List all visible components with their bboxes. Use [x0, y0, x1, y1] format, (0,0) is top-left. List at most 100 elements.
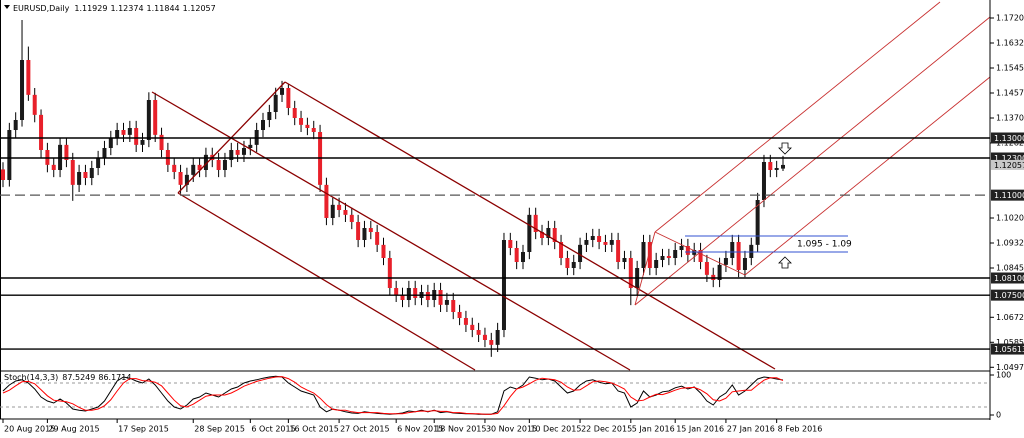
- candle-body: [730, 242, 735, 258]
- candle-body: [280, 88, 285, 95]
- candle-body: [781, 164, 785, 169]
- candle-body: [159, 134, 164, 150]
- candle-body: [337, 204, 342, 210]
- candle-body: [216, 160, 221, 170]
- current-price: 1.12057: [994, 161, 1024, 170]
- channel-line: [634, 231, 656, 306]
- level-label: 1.05613: [994, 345, 1024, 354]
- candle-body: [292, 108, 297, 118]
- candle-body: [514, 248, 519, 262]
- candle-body: [299, 118, 304, 125]
- x-tick-label: 20 Aug 2015: [4, 425, 55, 434]
- symbol: EURUSD,Daily: [13, 4, 70, 13]
- candle-body: [235, 150, 240, 155]
- candle-body: [476, 330, 481, 335]
- candle-body: [616, 240, 621, 262]
- x-tick-label: 16 Oct 2015: [289, 425, 338, 434]
- candle-body: [184, 174, 189, 185]
- candle-body: [70, 160, 75, 185]
- candle-body: [654, 260, 659, 268]
- price-box: [991, 159, 1024, 170]
- candle-body: [229, 150, 234, 160]
- y-tick-label: 1.10200: [996, 214, 1024, 223]
- candle-body: [102, 148, 107, 158]
- y-tick-label: 1.16325: [996, 39, 1024, 48]
- y-tick-label: 1.15450: [996, 64, 1024, 73]
- candle-body: [368, 228, 373, 232]
- candle-body: [89, 168, 94, 178]
- candle-body: [679, 246, 684, 250]
- candle-body: [704, 262, 709, 275]
- candle-body: [330, 204, 335, 218]
- y-tick-label: 1.05850: [996, 338, 1024, 347]
- channel-line: [284, 81, 776, 370]
- candle-body: [121, 130, 126, 135]
- x-tick-label: 17 Sep 2015: [118, 425, 169, 434]
- candle-body: [749, 244, 754, 258]
- candle-body: [768, 162, 773, 170]
- candle-body: [609, 240, 614, 245]
- candle-body: [628, 258, 633, 288]
- level-label: 1.08100: [994, 274, 1024, 283]
- candle-body: [13, 120, 18, 130]
- candle-body: [311, 128, 316, 132]
- candle-body: [134, 128, 139, 145]
- y-tick-label: 1.04975: [996, 363, 1024, 372]
- candle-body: [489, 340, 494, 345]
- x-tick-label: 28 Sep 2015: [194, 425, 245, 434]
- level-label: 1.13000: [994, 134, 1024, 143]
- level-label: 1.12300: [994, 154, 1024, 163]
- candle-body: [508, 240, 513, 248]
- candle-body: [273, 94, 278, 112]
- candle-body: [647, 242, 652, 268]
- candle-body: [571, 262, 576, 268]
- candle-body: [444, 300, 449, 305]
- candle-body: [565, 258, 570, 268]
- last-open: 1.11929: [74, 4, 107, 13]
- candle-body: [590, 236, 595, 240]
- channel-line: [744, 76, 991, 276]
- x-tick-label: 8 Feb 2016: [778, 425, 823, 434]
- level-box: [991, 132, 1024, 144]
- candle-body: [20, 60, 25, 120]
- y-tick-label: 1.08450: [996, 264, 1024, 273]
- x-tick-label: 10 Dec 2015: [530, 425, 581, 434]
- x-tick-label: 27 Jan 2016: [727, 425, 775, 434]
- candle-body: [641, 242, 646, 268]
- candle-body: [584, 240, 589, 245]
- candle-body: [451, 300, 456, 312]
- candle-body: [26, 60, 31, 95]
- level-label: 1.07500: [994, 291, 1024, 300]
- level-box: [991, 272, 1024, 284]
- candle-body: [673, 250, 678, 258]
- stoch-line: [2, 376, 784, 415]
- x-tick-label: 6 Oct 2015: [251, 425, 295, 434]
- candle-body: [241, 148, 246, 155]
- x-tick-label: 27 Oct 2015: [340, 425, 389, 434]
- last-high: 1.12374: [110, 4, 143, 13]
- candle-body: [191, 164, 196, 175]
- indicator-title: Stoch(14,3,3): [4, 373, 58, 382]
- candle-body: [324, 184, 329, 218]
- candle-body: [438, 290, 443, 305]
- candle-body: [470, 324, 475, 330]
- candle-body: [552, 228, 557, 242]
- candle-body: [540, 232, 545, 238]
- candle-body: [146, 100, 151, 140]
- candle-body: [527, 214, 532, 252]
- channel-line: [654, 1, 941, 233]
- candle-body: [127, 128, 132, 135]
- candle-body: [222, 160, 227, 170]
- level-box: [991, 343, 1024, 355]
- x-tick-label: 30 Nov 2015: [486, 425, 537, 434]
- candle-body: [7, 130, 12, 180]
- candle-body: [774, 168, 779, 170]
- arrow-down: [778, 142, 792, 155]
- candle-body: [501, 240, 506, 330]
- x-tick-label: 6 Nov 2015: [397, 425, 443, 434]
- candle-body: [305, 124, 310, 128]
- y-tick-label: 100: [996, 371, 1011, 380]
- x-tick-label: 29 Aug 2015: [48, 425, 99, 434]
- candle-body: [495, 330, 500, 345]
- candle-body: [178, 172, 183, 185]
